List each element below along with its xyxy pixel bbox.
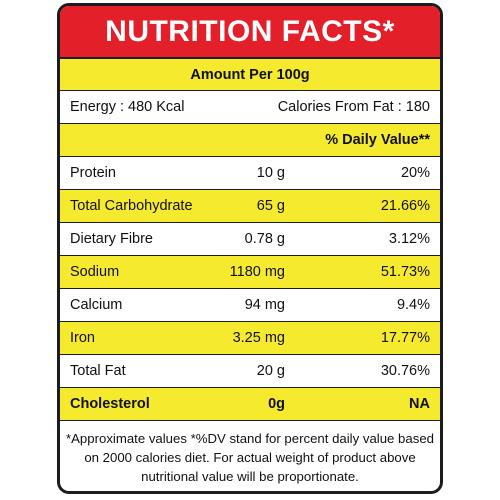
nutrient-row: Calcium 94 mg 9.4% — [60, 289, 440, 322]
energy-label: Energy : 480 Kcal — [70, 99, 185, 115]
amount-per-label: Amount Per 100g — [190, 66, 310, 83]
calories-from-fat-label: Calories From Fat : 180 — [277, 99, 430, 115]
nutrient-name: Total Fat — [70, 363, 126, 379]
nutrient-row: Iron 3.25 mg 17.77% — [60, 322, 440, 355]
nutrient-row: Cholesterol 0g NA — [60, 388, 440, 421]
nutrient-amount: 1180 mg — [229, 264, 285, 280]
nutrient-name: Dietary Fibre — [70, 231, 153, 247]
nutrient-row: Sodium 1180 mg 51.73% — [60, 256, 440, 289]
nutrient-name: Total Carbohydrate — [70, 198, 193, 214]
nutrient-dv: 30.76% — [380, 363, 430, 379]
nutrient-amount: 3.25 mg — [232, 330, 285, 346]
nutrient-amount: 0g — [268, 396, 285, 412]
nutrient-amount: 10 g — [256, 165, 285, 181]
nutrient-name: Protein — [70, 165, 116, 181]
daily-value-header-row: % Daily Value** — [60, 124, 440, 157]
nutrient-amount: 65 g — [256, 198, 285, 214]
nutrient-dv: 21.66% — [380, 198, 430, 214]
nutrient-amount: 20 g — [256, 363, 285, 379]
nutrient-amount: 0.78 g — [244, 231, 285, 247]
footnote: *Approximate values *%DV stand for perce… — [66, 431, 434, 484]
energy-row: Energy : 480 Kcal Calories From Fat : 18… — [60, 91, 440, 124]
nutrient-dv: 17.77% — [380, 330, 430, 346]
nutrient-table: Protein 10 g 20% Total Carbohydrate 65 g… — [60, 157, 440, 421]
nutrition-title: NUTRITION FACTS* — [105, 14, 395, 48]
nutrient-dv: 9.4% — [396, 297, 430, 313]
nutrient-row: Dietary Fibre 0.78 g 3.12% — [60, 223, 440, 256]
nutrition-header: NUTRITION FACTS* — [60, 6, 440, 59]
daily-value-header: % Daily Value** — [325, 132, 430, 148]
nutrient-dv: 3.12% — [388, 231, 430, 247]
nutrient-name: Iron — [70, 330, 95, 346]
nutrient-name: Calcium — [70, 297, 123, 313]
nutrient-name: Sodium — [70, 264, 120, 280]
nutrient-dv: 20% — [400, 165, 430, 181]
nutrition-label: NUTRITION FACTS* Amount Per 100g Energy … — [57, 3, 443, 494]
nutrient-row: Protein 10 g 20% — [60, 157, 440, 190]
nutrient-name: Cholesterol — [70, 396, 150, 412]
nutrient-row: Total Carbohydrate 65 g 21.66% — [60, 190, 440, 223]
nutrient-row: Total Fat 20 g 30.76% — [60, 355, 440, 388]
nutrient-amount: 94 mg — [244, 297, 285, 313]
nutrient-dv: NA — [409, 396, 430, 412]
nutrient-dv: 51.73% — [380, 264, 430, 280]
amount-per-row: Amount Per 100g — [60, 59, 440, 91]
